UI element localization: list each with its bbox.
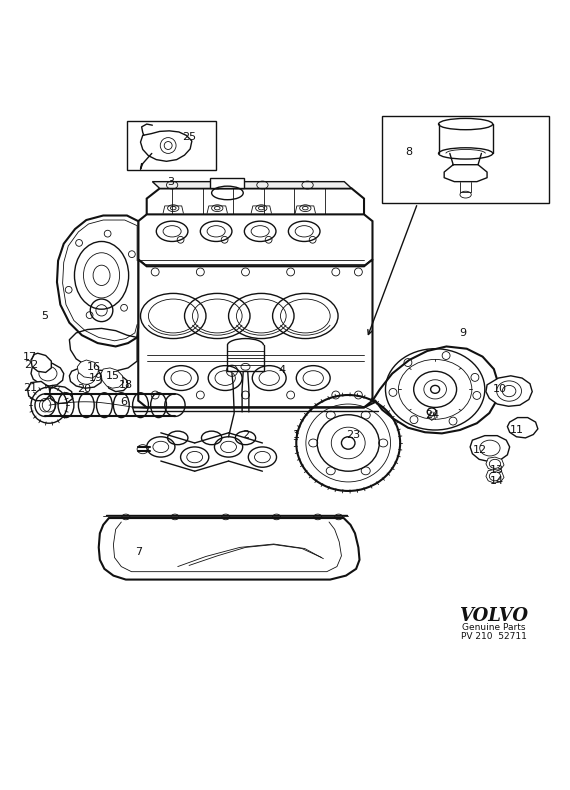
- Text: 9: 9: [459, 328, 466, 338]
- Polygon shape: [152, 182, 352, 188]
- Text: 21: 21: [23, 383, 37, 393]
- Text: 6: 6: [121, 397, 128, 408]
- Bar: [127, 121, 216, 171]
- Text: 13: 13: [490, 465, 504, 475]
- Text: 7: 7: [135, 547, 142, 557]
- Polygon shape: [31, 363, 64, 386]
- Text: 20: 20: [78, 385, 92, 394]
- Polygon shape: [107, 376, 128, 392]
- Text: 25: 25: [182, 132, 196, 142]
- Polygon shape: [372, 347, 498, 434]
- Polygon shape: [31, 353, 51, 372]
- Text: 11: 11: [510, 425, 523, 435]
- Text: 4: 4: [279, 365, 286, 374]
- Polygon shape: [70, 367, 102, 388]
- Bar: [382, 115, 549, 203]
- Text: 15: 15: [106, 371, 120, 382]
- Text: 1: 1: [293, 430, 300, 439]
- Text: 16: 16: [87, 362, 101, 372]
- Text: 3: 3: [168, 177, 174, 186]
- Polygon shape: [139, 214, 372, 266]
- Polygon shape: [78, 360, 99, 378]
- Text: 18: 18: [119, 381, 133, 390]
- Bar: [210, 179, 245, 188]
- Text: PV 210  52711: PV 210 52711: [461, 632, 527, 641]
- Text: Genuine Parts: Genuine Parts: [462, 623, 526, 632]
- Text: 14: 14: [490, 476, 504, 486]
- Polygon shape: [486, 457, 504, 471]
- Text: 5: 5: [42, 311, 48, 321]
- Polygon shape: [27, 382, 50, 401]
- Polygon shape: [507, 418, 538, 438]
- Polygon shape: [486, 469, 504, 483]
- Polygon shape: [57, 216, 139, 347]
- Polygon shape: [139, 260, 372, 408]
- Polygon shape: [101, 368, 124, 388]
- Text: 10: 10: [492, 385, 507, 394]
- Text: 22: 22: [24, 360, 38, 370]
- Text: 12: 12: [473, 445, 487, 455]
- Text: 2: 2: [242, 430, 249, 439]
- Text: 17: 17: [23, 352, 37, 362]
- Polygon shape: [49, 386, 73, 404]
- Polygon shape: [146, 188, 364, 221]
- Text: 24: 24: [425, 410, 439, 419]
- Text: 23: 23: [345, 430, 360, 439]
- Polygon shape: [486, 376, 532, 406]
- Text: 8: 8: [406, 147, 413, 157]
- Polygon shape: [99, 518, 360, 580]
- Text: VOLVO: VOLVO: [459, 608, 528, 625]
- Text: 19: 19: [89, 373, 103, 383]
- Polygon shape: [470, 435, 510, 461]
